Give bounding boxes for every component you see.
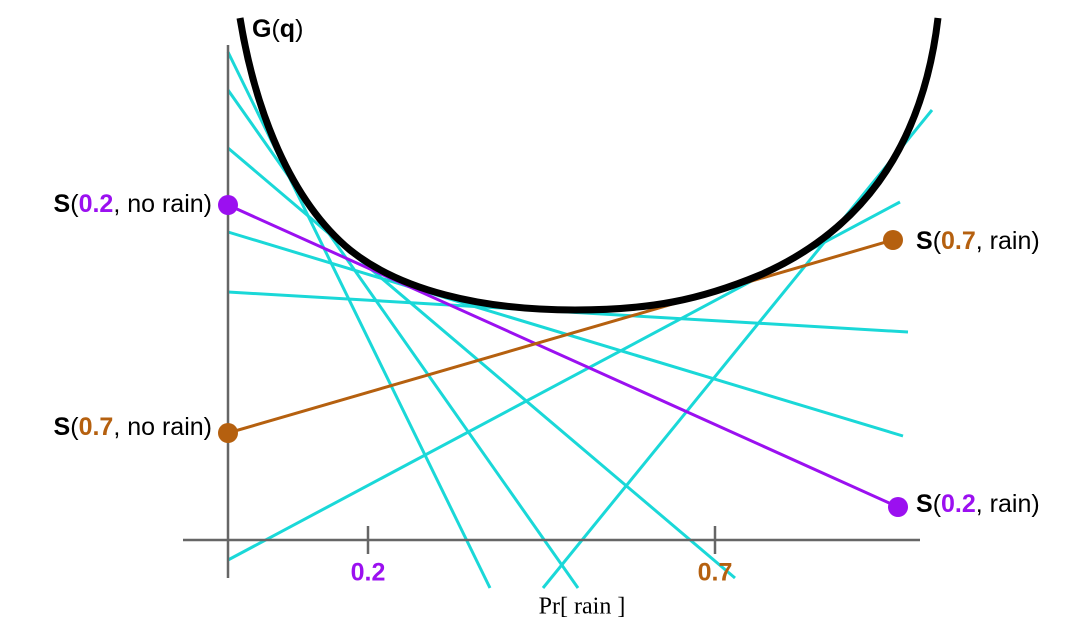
tangent-line [541,109,934,589]
label-part: ( [933,227,942,255]
tick-label: 0.2 [351,559,386,587]
label-part: 0.7 [941,227,976,255]
point [888,497,908,517]
axis-label: Pr[ rain ] [539,594,626,620]
label-part: , no rain) [113,190,212,218]
label-part: ( [933,490,942,518]
curve-label: G(q) [252,15,303,43]
label-part: , rain) [976,227,1040,255]
label-part: S [916,490,933,518]
label-part: ( [70,413,79,441]
label-part: , rain) [976,490,1040,518]
label-part: ) [295,15,303,43]
label-part: S [54,413,71,441]
label-part: 0.2 [79,190,114,218]
tangent-line [227,146,736,580]
label-part: G [252,15,271,43]
point-label: S(0.2, no rain) [54,190,212,218]
label-part: ( [271,15,280,43]
tangent-lines [226,51,934,589]
score-line-0.7 [227,238,894,435]
point-label: S(0.7, no rain) [54,413,212,441]
point-label: S(0.2, rain) [916,490,1040,518]
score-line-0.2 [227,203,899,509]
point-label: S(0.7, rain) [916,227,1040,255]
point [883,230,903,250]
tick-label: 0.7 [698,559,733,587]
label-part: q [280,15,295,43]
label-part: 0.2 [941,490,976,518]
label-part: , no rain) [113,413,212,441]
point [218,195,238,215]
label-part: S [54,190,71,218]
g-curve [236,17,942,314]
label-part: S [916,227,933,255]
label-part: ( [70,190,79,218]
point [218,423,238,443]
label-part: 0.7 [79,413,114,441]
